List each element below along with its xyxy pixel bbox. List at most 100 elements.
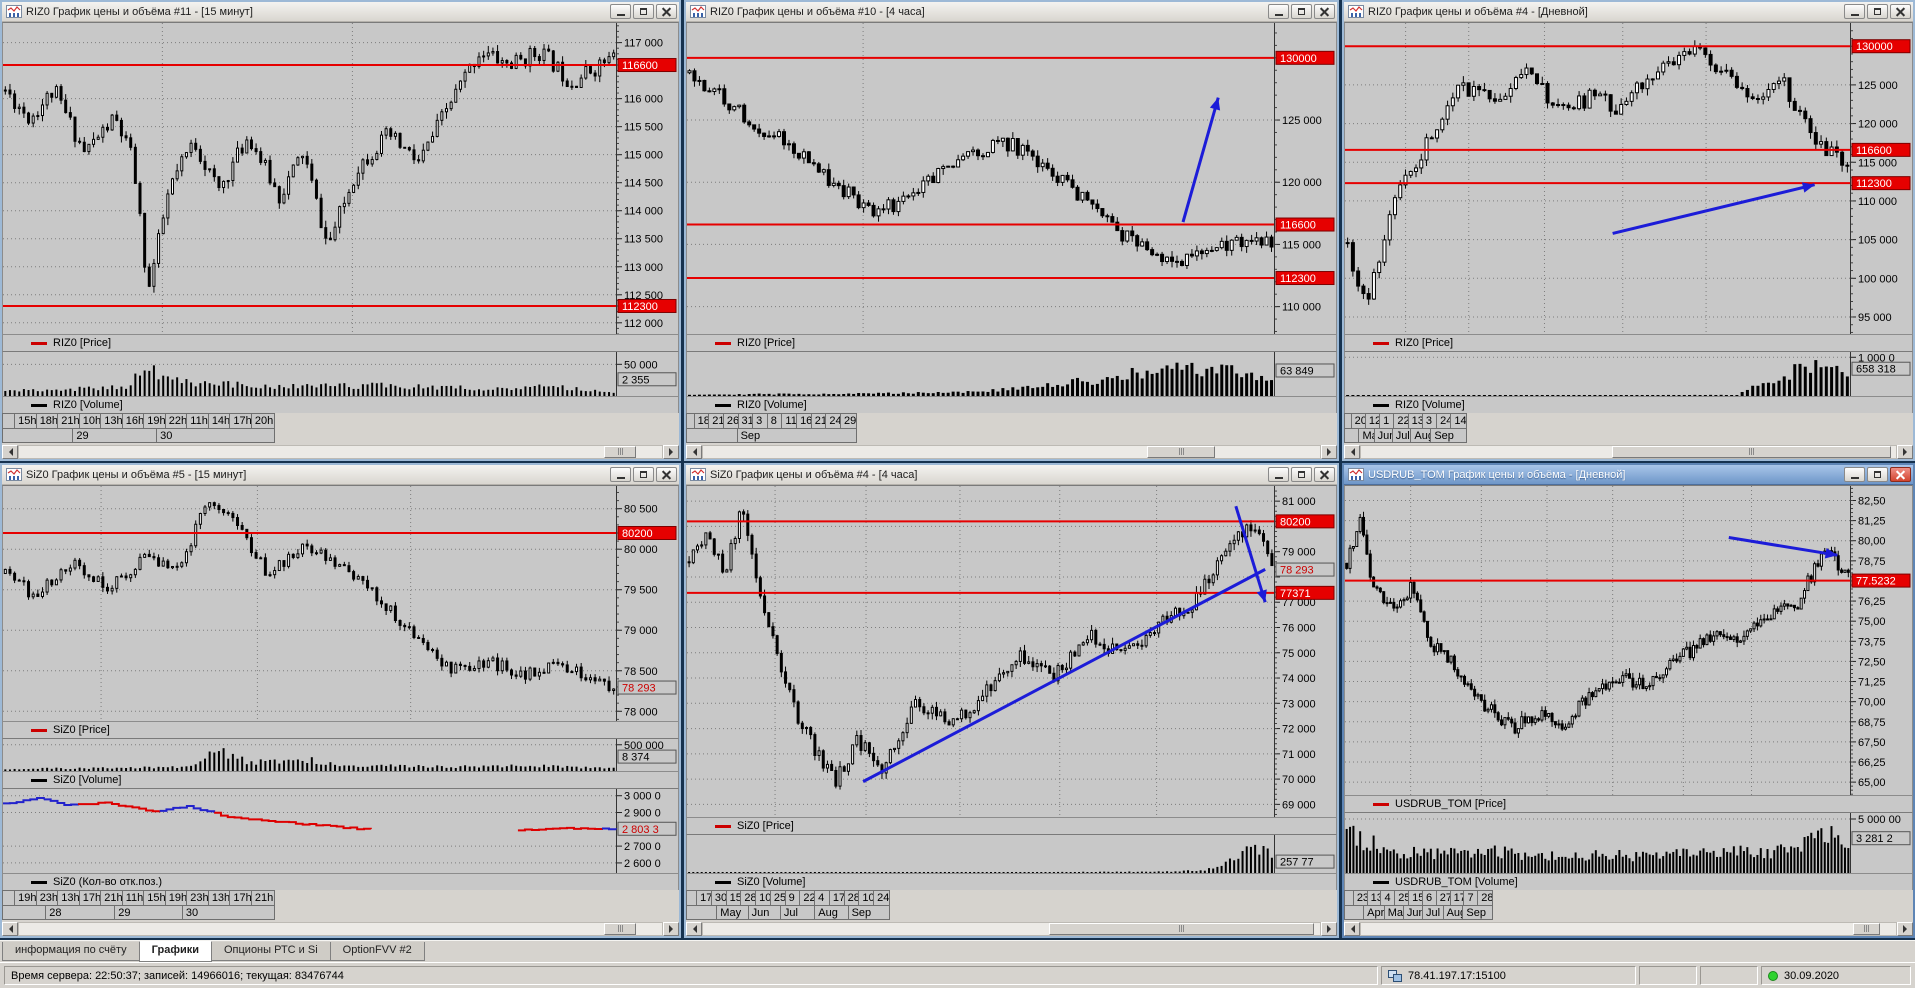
volume-pane[interactable]: 5 000 00 3 281 2	[1344, 812, 1913, 874]
scroll-left-button[interactable]	[1344, 921, 1360, 936]
price-chart[interactable]: 125 000 120 000 115 000 110 000 105 000 100 0…	[1345, 23, 1912, 334]
horizontal-scrollbar[interactable]	[1344, 920, 1913, 936]
y-axis-tick-label: 116 000	[624, 94, 663, 106]
scroll-left-button[interactable]	[1344, 444, 1360, 459]
price-pane[interactable]: 81 000 79 000 77 000 76 000 75 000 74 000 73 0…	[686, 485, 1337, 818]
price-pane[interactable]: 80 500 80 000 79 500 79 000 78 500 78 000 8020…	[2, 485, 679, 722]
scrollbar-track[interactable]	[18, 921, 663, 936]
legend-swatch-icon	[715, 341, 731, 345]
volume-chart[interactable]: 63 849	[687, 352, 1336, 396]
price-pane[interactable]: 117 000 116 000 115 500 115 000 114 500 114 0…	[2, 22, 679, 335]
minimize-button[interactable]	[610, 4, 631, 19]
horizontal-scrollbar[interactable]	[2, 443, 679, 459]
window-titlebar[interactable]: USDRUB_TOM График цены и объёма - [Дневн…	[1344, 465, 1913, 485]
restore-icon	[640, 471, 647, 478]
window-titlebar[interactable]: RIZ0 График цены и объёма #4 - [Дневной]	[1344, 2, 1913, 22]
price-level-box	[617, 526, 677, 540]
tab-опционы-ртс-и-si[interactable]: Опционы РТС и Si	[210, 942, 331, 961]
scroll-right-button[interactable]	[1897, 921, 1913, 936]
volume-pane[interactable]: 63 849	[686, 351, 1337, 397]
scrollbar-track[interactable]	[1360, 921, 1897, 936]
window-titlebar[interactable]: RIZ0 График цены и объёма #11 - [15 мину…	[2, 2, 679, 22]
volume-pane[interactable]: 1 000 0 658 318	[1344, 351, 1913, 397]
close-button[interactable]	[656, 467, 677, 482]
scroll-right-button[interactable]	[1321, 444, 1337, 459]
price-chart[interactable]: 117 000 116 000 115 500 115 000 114 500 114 0…	[3, 23, 678, 334]
price-chart[interactable]: 125 000 120 000 115 000 110 000 130000 116600…	[687, 23, 1336, 334]
minimize-button[interactable]	[1844, 467, 1865, 482]
horizontal-scrollbar[interactable]	[2, 920, 679, 936]
price-chart[interactable]: 81 000 79 000 77 000 76 000 75 000 74 000 73 0…	[687, 486, 1336, 817]
time-axis-periods: 28 29 30	[2, 905, 275, 920]
y-axis-tick-label: 110 000	[1858, 196, 1897, 208]
close-button[interactable]	[1314, 4, 1335, 19]
horizontal-scrollbar[interactable]	[686, 920, 1337, 936]
scroll-left-button[interactable]	[686, 921, 702, 936]
time-axis-cell: 3	[753, 414, 768, 428]
scroll-left-button[interactable]	[2, 921, 18, 936]
current-value-box	[617, 821, 677, 836]
scroll-left-button[interactable]	[686, 444, 702, 459]
volume-chart[interactable]: 5 000 00 3 281 2	[1345, 813, 1912, 873]
axis-value-label: 116600	[1856, 145, 1892, 157]
close-button[interactable]	[1890, 4, 1911, 19]
restore-button[interactable]	[1291, 4, 1312, 19]
volume-chart[interactable]: 50 000 2 355	[3, 352, 678, 396]
volume-pane[interactable]: 50 000 2 355	[2, 351, 679, 397]
open-interest-pane[interactable]: 3 000 0 2 900 0 2 700 0 2 600 0 2 803 3	[2, 788, 679, 874]
close-button[interactable]	[1314, 467, 1335, 482]
chart-window: RIZ0 График цены и объёма #11 - [15 мину…	[0, 0, 681, 461]
scrollbar-thumb[interactable]	[1612, 445, 1891, 458]
scroll-right-button[interactable]	[663, 444, 679, 459]
volume-pane[interactable]: 257 77	[686, 834, 1337, 874]
scrollbar-thumb[interactable]	[1853, 922, 1880, 935]
scroll-left-button[interactable]	[2, 444, 18, 459]
scrollbar-thumb[interactable]	[604, 445, 637, 458]
scrollbar-track[interactable]	[702, 444, 1321, 459]
scroll-right-button[interactable]	[1321, 921, 1337, 936]
y-axis-tick-label: 65,00	[1858, 777, 1886, 789]
horizontal-scrollbar[interactable]	[686, 443, 1337, 459]
y-axis-tick-label: 125 000	[1282, 115, 1322, 127]
restore-button[interactable]	[633, 4, 654, 19]
restore-button[interactable]	[1867, 467, 1888, 482]
scroll-right-button[interactable]	[1897, 444, 1913, 459]
tab-optionfvv-#2[interactable]: OptionFVV #2	[329, 942, 425, 961]
window-titlebar[interactable]: SiZ0 График цены и объёма #5 - [15 минут…	[2, 465, 679, 485]
minimize-button[interactable]	[1268, 467, 1289, 482]
minimize-icon	[616, 14, 625, 16]
volume-chart[interactable]: 257 77	[687, 835, 1336, 873]
close-button[interactable]	[656, 4, 677, 19]
scrollbar-track[interactable]	[702, 921, 1321, 936]
minimize-button[interactable]	[1268, 4, 1289, 19]
close-button[interactable]	[1890, 467, 1911, 482]
tab-информация-по-счёту[interactable]: информация по счёту	[2, 942, 140, 961]
price-chart[interactable]: 80 500 80 000 79 500 79 000 78 500 78 000 8020…	[3, 486, 678, 721]
minimize-button[interactable]	[610, 467, 631, 482]
window-titlebar[interactable]: SiZ0 График цены и объёма #4 - [4 часа]	[686, 465, 1337, 485]
price-chart[interactable]: 82,50 81,25 80,00 78,75 76,25 75,00 73,75 72,50…	[1345, 486, 1912, 795]
restore-button[interactable]	[1291, 467, 1312, 482]
price-pane[interactable]: 125 000 120 000 115 000 110 000 130000 116600…	[686, 22, 1337, 335]
volume-pane[interactable]: 500 000 8 374	[2, 738, 679, 772]
scrollbar-track[interactable]	[18, 444, 663, 459]
time-axis-cell: 11h	[123, 891, 145, 905]
scrollbar-thumb[interactable]	[1147, 445, 1216, 458]
restore-button[interactable]	[633, 467, 654, 482]
restore-button[interactable]	[1867, 4, 1888, 19]
scrollbar-track[interactable]	[1360, 444, 1897, 459]
scrollbar-thumb[interactable]	[604, 922, 637, 935]
minimize-button[interactable]	[1844, 4, 1865, 19]
scrollbar-thumb[interactable]	[1048, 922, 1314, 935]
scroll-right-button[interactable]	[663, 921, 679, 936]
tab-графики[interactable]: Графики	[138, 941, 212, 962]
legend-row: SiZ0 [Price]	[2, 722, 679, 738]
window-titlebar[interactable]: RIZ0 График цены и объёма #10 - [4 часа]	[686, 2, 1337, 22]
price-pane[interactable]: 125 000 120 000 115 000 110 000 105 000 100 0…	[1344, 22, 1913, 335]
price-pane[interactable]: 82,50 81,25 80,00 78,75 76,25 75,00 73,75 72,50…	[1344, 485, 1913, 796]
axis-value-label: 63 849	[1280, 365, 1314, 377]
open-interest-chart[interactable]: 3 000 0 2 900 0 2 700 0 2 600 0 2 803 3	[3, 789, 678, 873]
horizontal-scrollbar[interactable]	[1344, 443, 1913, 459]
